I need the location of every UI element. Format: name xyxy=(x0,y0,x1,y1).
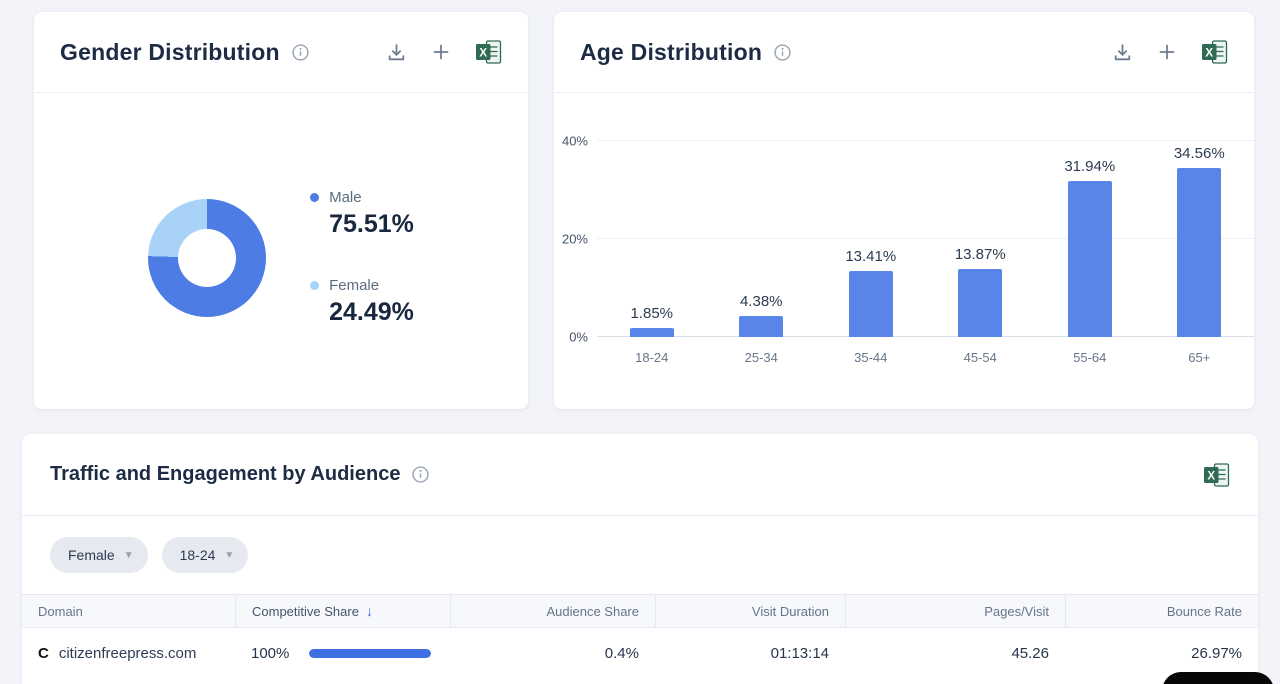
age-chart-area: 40% 20% 0% 1.85%18-244.38%25-3413.41%35-… xyxy=(554,93,1254,337)
age-bar-chart: 40% 20% 0% 1.85%18-244.38%25-3413.41%35-… xyxy=(597,141,1254,337)
competitive-share-cell: 100% xyxy=(235,645,450,662)
chevron-down-icon: ▼ xyxy=(124,550,134,561)
age-bars: 1.85%18-24 4.38%25-34 13.41%35-44 13.87%45-… xyxy=(597,141,1254,337)
plus-icon[interactable] xyxy=(1157,42,1177,62)
x-axis-label: 25-34 xyxy=(745,350,778,365)
legend-item-female: Female 24.49% xyxy=(310,277,414,327)
legend-item-male: Male 75.51% xyxy=(310,189,414,239)
bar-column[interactable]: 31.94%55-64 xyxy=(1068,141,1112,337)
table-row[interactable]: C citizenfreepress.com 100% 0.4% 01:13:1… xyxy=(22,628,1258,678)
table-header-row: Domain Competitive Share ↓ Audience Shar… xyxy=(22,594,1258,628)
col-header-bounce-rate[interactable]: Bounce Rate xyxy=(1065,595,1258,627)
col-header-pages-visit[interactable]: Pages/Visit xyxy=(845,595,1065,627)
female-label: Female xyxy=(329,277,379,294)
gender-card-header: Gender Distribution X xyxy=(34,12,528,93)
download-icon[interactable] xyxy=(386,42,407,63)
gender-card-title: Gender Distribution xyxy=(60,39,280,66)
male-dot-icon xyxy=(310,193,319,202)
info-icon[interactable] xyxy=(774,44,791,61)
y-tick-0: 0% xyxy=(569,330,588,345)
bar-value-label: 4.38% xyxy=(740,293,783,310)
age-distribution-card: Age Distribution X xyxy=(554,12,1254,409)
gender-distribution-card: Gender Distribution X xyxy=(34,12,528,409)
bar-column[interactable]: 34.56%65+ xyxy=(1177,141,1221,337)
chevron-down-icon: ▼ xyxy=(224,550,234,561)
bar[interactable] xyxy=(739,316,783,337)
visit-duration-cell: 01:13:14 xyxy=(655,645,845,662)
x-axis-label: 18-24 xyxy=(635,350,668,365)
competitive-share-fill xyxy=(309,649,431,658)
bar-value-label: 13.41% xyxy=(845,248,896,265)
competitive-share-value: 100% xyxy=(251,645,289,662)
domain-cell[interactable]: C citizenfreepress.com xyxy=(22,645,235,662)
bar[interactable] xyxy=(1177,168,1221,337)
male-value: 75.51% xyxy=(329,210,414,239)
age-card-title: Age Distribution xyxy=(580,39,762,66)
bar-column[interactable]: 13.87%45-54 xyxy=(958,141,1002,337)
bar-column[interactable]: 4.38%25-34 xyxy=(739,141,783,337)
gender-filter-label: Female xyxy=(68,547,115,563)
bar[interactable] xyxy=(630,328,674,337)
female-value: 24.49% xyxy=(329,298,414,327)
domain-link[interactable]: citizenfreepress.com xyxy=(59,645,197,662)
x-axis-label: 45-54 xyxy=(964,350,997,365)
bar[interactable] xyxy=(1068,181,1112,338)
bar[interactable] xyxy=(958,269,1002,337)
site-favicon: C xyxy=(38,645,49,662)
gender-donut-chart[interactable] xyxy=(148,199,266,317)
gender-legend: Male 75.51% Female 24.49% xyxy=(310,189,414,327)
excel-export-icon[interactable]: X xyxy=(475,39,502,65)
bar-value-label: 13.87% xyxy=(955,246,1006,263)
traffic-card-title: Traffic and Engagement by Audience xyxy=(50,463,400,486)
col-header-competitive-share[interactable]: Competitive Share ↓ xyxy=(235,595,450,627)
traffic-card-header: Traffic and Engagement by Audience X xyxy=(22,434,1258,516)
gender-filter-dropdown[interactable]: Female ▼ xyxy=(50,537,148,573)
female-dot-icon xyxy=(310,281,319,290)
x-axis-label: 55-64 xyxy=(1073,350,1106,365)
age-card-header: Age Distribution X xyxy=(554,12,1254,93)
bar-value-label: 31.94% xyxy=(1064,158,1115,175)
info-icon[interactable] xyxy=(292,44,309,61)
age-filter-dropdown[interactable]: 18-24 ▼ xyxy=(162,537,249,573)
x-axis-label: 65+ xyxy=(1188,350,1210,365)
bar-column[interactable]: 13.41%35-44 xyxy=(849,141,893,337)
audience-share-cell: 0.4% xyxy=(450,645,655,662)
svg-text:X: X xyxy=(1207,470,1215,482)
svg-text:X: X xyxy=(479,47,487,59)
bounce-rate-cell: 26.97% xyxy=(1065,645,1258,662)
download-icon[interactable] xyxy=(1112,42,1133,63)
svg-text:X: X xyxy=(1205,47,1213,59)
excel-export-icon[interactable]: X xyxy=(1203,462,1230,488)
plus-icon[interactable] xyxy=(431,42,451,62)
chat-widget-button[interactable] xyxy=(1162,672,1274,684)
traffic-engagement-card: Traffic and Engagement by Audience X Fem… xyxy=(22,434,1258,684)
bar-value-label: 1.85% xyxy=(630,305,673,322)
gender-chart-area: Male 75.51% Female 24.49% xyxy=(34,93,528,409)
sort-desc-icon: ↓ xyxy=(366,603,373,619)
info-icon[interactable] xyxy=(412,466,429,483)
bar-value-label: 34.56% xyxy=(1174,145,1225,162)
y-tick-20: 20% xyxy=(562,232,588,247)
audience-filters: Female ▼ 18-24 ▼ xyxy=(22,516,1258,594)
pages-visit-cell: 45.26 xyxy=(845,645,1065,662)
col-header-domain[interactable]: Domain xyxy=(22,595,235,627)
col-header-audience-share[interactable]: Audience Share xyxy=(450,595,655,627)
competitive-share-track xyxy=(309,649,431,658)
bar[interactable] xyxy=(849,271,893,337)
col-header-visit-duration[interactable]: Visit Duration xyxy=(655,595,845,627)
donut-hole xyxy=(178,229,236,287)
age-filter-label: 18-24 xyxy=(180,547,216,563)
excel-export-icon[interactable]: X xyxy=(1201,39,1228,65)
x-axis-label: 35-44 xyxy=(854,350,887,365)
bar-column[interactable]: 1.85%18-24 xyxy=(630,141,674,337)
male-label: Male xyxy=(329,189,362,206)
y-tick-40: 40% xyxy=(562,134,588,149)
